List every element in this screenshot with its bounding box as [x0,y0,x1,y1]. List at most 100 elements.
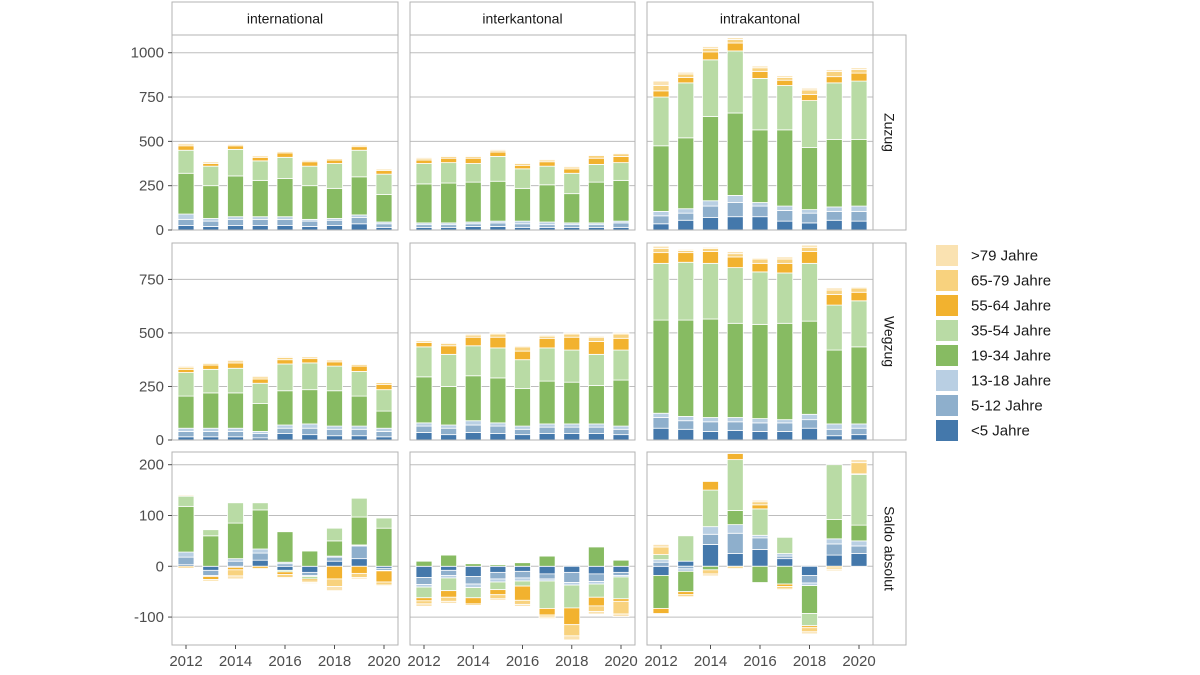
bar-segment-2016-5-jahre [514,565,531,572]
bar-segment-2018-5-12-jahre [326,428,343,437]
bar-segment-2019-19-34-jahre [350,176,368,216]
panel-zuzug-intrakantonal [646,34,874,231]
legend-swatch [936,345,958,366]
bar-segment-2017-5-12-jahre [538,426,556,434]
bar-segment-2015-5-12-jahre [251,433,269,439]
bar-segment-2014-13-18-jahre [702,417,719,423]
bar-segment-2012-5-12-jahre [177,431,195,438]
bar-segment-2019-13-18-jahre [825,206,843,212]
bar-segment-2016-35-54-jahre [514,359,531,390]
bar-segment-2015-65-79-jahre [726,39,744,44]
y-tick-label: -100 [134,609,164,626]
bar-segment-2020-35-54-jahre [375,517,393,529]
bar-segment-2020-13-18-jahre [850,423,868,429]
bar-segment-2013-5-12-jahre [202,431,220,438]
bar-segment-2019-5-jahre [350,223,368,231]
bar-segment-2019-5-jahre [350,435,368,441]
bar-segment-2014-79-jahre [227,143,244,145]
bar-segment-2019-55-64-jahre [350,565,368,574]
bar-segment-2020-79-jahre [850,286,868,289]
row-strip-zuzug [872,34,907,231]
bar-segment-2014-35-54-jahre [702,489,719,528]
bar-segment-2015-55-64-jahre [489,151,507,157]
bar-segment-2020-19-34-jahre [375,410,393,429]
row-label-zuzug: Zuzug [882,113,898,152]
bar-segment-2015-13-18-jahre [726,195,744,203]
bar-segment-2020-65-79-jahre [612,600,630,615]
bar-segment-2015-35-54-jahre [251,502,269,511]
bar-segment-2016-65-79-jahre [276,574,294,578]
bar-segment-2014-55-64-jahre [464,336,482,347]
bar-segment-2013-79-jahre [202,161,220,163]
bar-segment-2019-65-79-jahre [587,605,605,612]
bar-segment-2017-55-64-jahre [538,161,556,167]
bar-segment-2013-5-jahre [202,565,220,571]
bar-segment-2018-19-34-jahre [326,390,343,427]
bar-segment-2019-55-64-jahre [825,76,843,84]
bar-segment-2017-19-34-jahre [301,389,319,425]
bar-segment-2020-35-54-jahre [375,389,393,412]
bar-segment-2018-13-18-jahre [801,209,818,214]
bar-segment-2012-5-jahre [415,432,433,441]
column-strip-international [171,1,399,36]
y-tick-label: 1000 [131,45,164,62]
bar-segment-2015-5-jahre [726,553,744,567]
bar-segment-2017-35-54-jahre [301,165,319,187]
panel-saldo-absolut-international [171,451,399,646]
bar-segment-2014-35-54-jahre [464,163,482,183]
bar-segment-2013-35-54-jahre [202,165,220,187]
bar-segment-2020-5-jahre [850,553,868,567]
bar-segment-2018-5-12-jahre [326,556,343,562]
bar-segment-2014-79-jahre [702,246,719,249]
bar-segment-2019-19-34-jahre [587,384,605,425]
bar-segment-2012-5-jahre [652,565,670,576]
bar-segment-2015-35-54-jahre [251,160,269,181]
x-tick-label: 2014 [457,653,490,670]
bar-segment-2014-65-79-jahre [702,47,719,53]
bar-segment-2017-55-64-jahre [538,608,556,616]
bar-segment-2016-5-12-jahre [276,427,294,434]
bar-segment-2014-19-34-jahre [464,375,482,422]
bar-segment-2018-55-64-jahre [326,361,343,367]
bar-segment-2015-79-jahre [489,148,507,151]
bar-segment-2016-5-12-jahre [276,218,294,226]
bar-segment-2016-35-54-jahre [276,363,294,392]
bar-segment-2020-55-64-jahre [612,337,630,351]
bar-segment-2014-5-12-jahre [702,533,719,545]
panel-wegzug-interkantonal [409,242,636,441]
bar-segment-2015-5-12-jahre [726,202,744,218]
bar-segment-2016-55-64-jahre [514,164,531,170]
bar-segment-2014-5-jahre [464,226,482,231]
bar-segment-2012-55-64-jahre [652,90,670,98]
bar-segment-2013-5-12-jahre [440,569,458,576]
bar-segment-2020-5-12-jahre [850,210,868,222]
bar-segment-2012-5-12-jahre [415,425,433,433]
bar-segment-2019-35-54-jahre [587,583,605,598]
bar-segment-2014-5-12-jahre [702,205,719,218]
bar-segment-2014-19-34-jahre [227,522,244,560]
bar-segment-2013-35-54-jahre [677,261,695,321]
x-tick-label: 2020 [367,653,400,670]
bar-segment-2016-35-54-jahre [514,168,531,189]
bar-segment-2012-19-34-jahre [415,183,433,224]
bar-segment-2017-79-jahre [301,159,319,161]
bar-segment-2016-55-64-jahre [276,152,294,158]
bar-segment-2013-5-12-jahre [677,420,695,430]
column-strip-interkantonal [409,1,636,36]
legend-label: >79 Jahre [971,248,1038,265]
bar-segment-2016-5-12-jahre [514,570,531,579]
bar-segment-2015-5-jahre [251,559,269,567]
bar-segment-2015-65-79-jahre [726,253,744,258]
bar-segment-2019-5-12-jahre [350,428,368,437]
bar-segment-2018-35-54-jahre [801,613,818,627]
bar-segment-2015-13-18-jahre [489,422,507,427]
bar-segment-2016-35-54-jahre [751,508,769,536]
bar-segment-2019-19-34-jahre [587,181,605,224]
bar-segment-2018-5-jahre [801,427,818,441]
bar-segment-2015-19-34-jahre [489,180,507,222]
bar-segment-2016-55-64-jahre [751,504,769,510]
x-axes: 2012 2014 2016 2018 2020 2012 2014 2016 2018 2020… [169,645,876,670]
bar-segment-2019-55-64-jahre [587,157,605,165]
bar-segment-2016-35-54-jahre [514,580,531,587]
bar-segment-2018-5-jahre [326,225,343,231]
